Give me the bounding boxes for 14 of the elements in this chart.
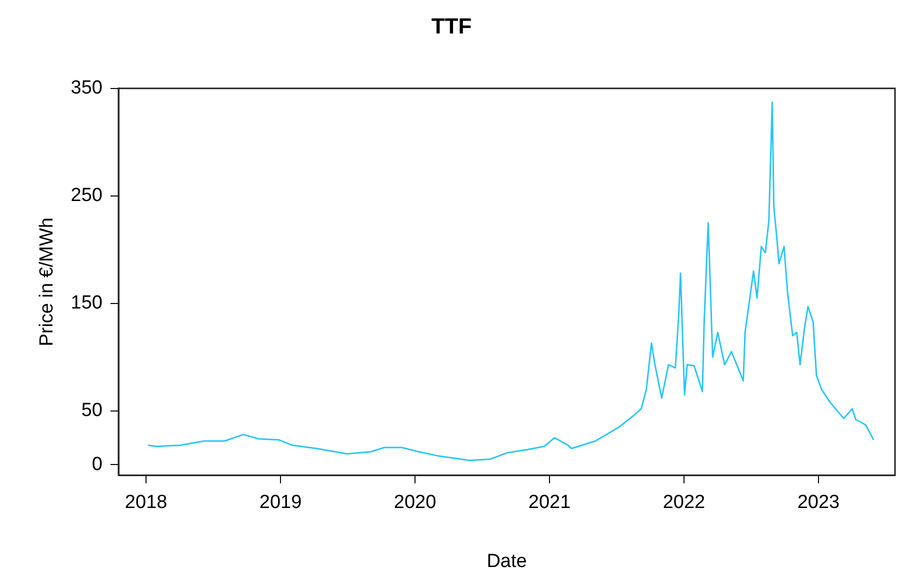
y-tick-label: 50: [81, 400, 102, 422]
chart-title: TTF: [431, 13, 472, 38]
x-tick-label: 2020: [394, 492, 436, 514]
y-tick-label: 0: [92, 454, 102, 475]
x-tick-label: 2018: [124, 492, 168, 514]
x-tick-label: 2022: [662, 492, 706, 514]
y-axis-title: Price in €/MWh: [36, 217, 58, 346]
x-tick-label: 2021: [528, 492, 571, 514]
y-tick-label: 350: [70, 78, 102, 99]
y-tick-label: 250: [70, 185, 102, 206]
x-tick-label: 2019: [259, 492, 302, 514]
y-tick-label: 150: [70, 292, 102, 314]
x-axis-title: Date: [486, 550, 527, 572]
x-tick-label: 2023: [797, 492, 840, 514]
